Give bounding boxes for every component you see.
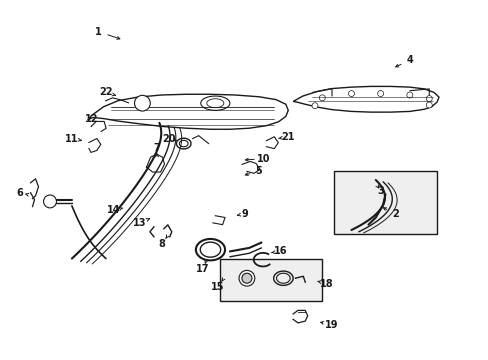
Polygon shape xyxy=(88,94,287,129)
Text: 14: 14 xyxy=(106,205,120,215)
Text: 19: 19 xyxy=(325,320,338,330)
Text: 18: 18 xyxy=(320,279,333,289)
Text: 8: 8 xyxy=(158,239,165,249)
Text: 17: 17 xyxy=(196,264,209,274)
Text: 13: 13 xyxy=(133,218,146,228)
Text: 11: 11 xyxy=(65,134,79,144)
Circle shape xyxy=(311,103,317,109)
Text: 20: 20 xyxy=(162,134,176,144)
Circle shape xyxy=(426,95,431,102)
Text: 22: 22 xyxy=(99,87,112,98)
Text: 2: 2 xyxy=(391,209,398,219)
Circle shape xyxy=(348,91,354,96)
Text: 3: 3 xyxy=(377,186,383,196)
Text: 6: 6 xyxy=(17,188,23,198)
Circle shape xyxy=(319,95,325,101)
Text: 4: 4 xyxy=(406,55,412,65)
Text: 21: 21 xyxy=(281,132,294,142)
Bar xyxy=(334,171,436,234)
Circle shape xyxy=(377,91,383,96)
Circle shape xyxy=(406,92,412,98)
Text: 9: 9 xyxy=(241,209,247,219)
Text: 1: 1 xyxy=(95,27,102,37)
Circle shape xyxy=(426,102,431,108)
Text: 10: 10 xyxy=(257,154,270,163)
Text: 5: 5 xyxy=(255,166,262,176)
Text: 16: 16 xyxy=(274,247,287,256)
Circle shape xyxy=(239,270,254,286)
Text: 7: 7 xyxy=(153,143,160,153)
Polygon shape xyxy=(292,86,438,112)
Text: 12: 12 xyxy=(84,114,98,124)
Circle shape xyxy=(242,273,251,283)
Circle shape xyxy=(43,195,56,208)
Text: 15: 15 xyxy=(211,282,224,292)
Bar xyxy=(220,258,322,301)
Circle shape xyxy=(134,95,150,111)
